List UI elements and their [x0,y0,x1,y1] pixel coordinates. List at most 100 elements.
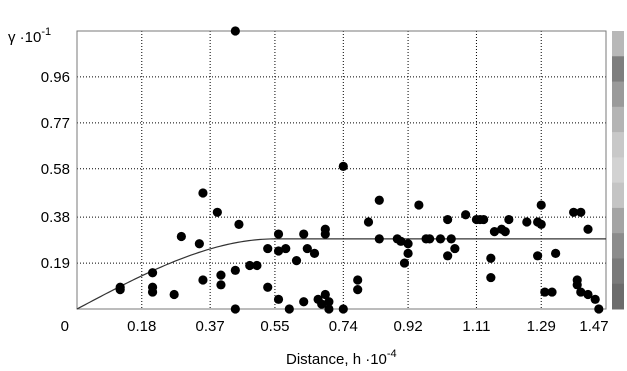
y-tick-label: 0.19 [41,255,70,272]
data-point [522,217,532,227]
colorbar-segment [612,31,624,57]
data-point [198,188,208,198]
data-point [212,207,222,217]
data-point [576,287,586,297]
data-point [115,285,125,295]
data-point [583,224,593,234]
y-axis-tick-labels: 0.19 0.38 0.58 0.77 0.96 [41,69,70,272]
data-point [374,195,384,205]
data-point [284,304,294,314]
x-axis-label-base: Distance, h ·10 [286,351,387,368]
colorbar-segment [612,81,624,108]
data-point [309,248,320,258]
data-point [486,253,496,263]
data-point [320,229,330,239]
data-point [403,239,413,249]
colorbar-segment [612,182,624,209]
data-point [324,304,334,314]
y-tick-label: 0.96 [41,69,70,86]
data-point [263,282,273,292]
x-tick-label: 0.74 [329,318,358,335]
data-point [583,289,593,300]
data-point [590,294,600,304]
data-point [443,251,453,261]
colorbar-segment [612,207,624,234]
colorbar-segment [612,157,624,184]
data-point [489,227,500,237]
data-point [536,200,546,210]
colorbar [612,31,624,310]
data-point [291,256,302,266]
y-axis-label: γ ·10-1 [8,26,51,46]
data-point [320,289,330,300]
y-axis-label-base: γ ·10 [8,29,41,46]
data-point [500,227,510,237]
data-point [396,236,406,246]
data-point [363,217,374,227]
colorbar-segment [612,56,624,83]
data-point [338,304,348,314]
data-points-layer [115,26,604,314]
data-point [273,229,284,239]
data-point [435,234,446,244]
colorbar-segment [612,233,624,259]
x-tick-label: 1.29 [527,318,556,335]
x-tick-label: 0.92 [393,318,422,335]
data-point [479,214,489,225]
data-point [216,270,226,280]
data-point [299,229,309,239]
data-point [216,280,226,290]
data-point [198,275,208,285]
colorbar-segment [612,106,624,133]
model-curve-layer [76,238,606,310]
data-point [230,26,240,36]
y-tick-label: 0.77 [41,115,70,132]
x-axis-label-exponent: -4 [387,348,397,360]
data-point [234,219,244,229]
variogram-model-curve [76,238,606,310]
data-point [317,299,327,309]
x-tick-label: 1.11 [462,318,490,335]
data-point [461,210,471,220]
data-point [353,275,363,285]
colorbar-segment [612,132,624,158]
data-point [252,260,262,271]
data-point [324,297,334,307]
data-point [443,214,453,225]
data-point [533,251,543,261]
data-point [572,280,582,290]
data-point [281,243,291,254]
data-point [414,200,424,210]
data-point [245,260,255,271]
data-point [551,248,561,258]
data-point [374,234,384,244]
data-point [540,287,550,297]
data-point [169,289,179,300]
x-tick-label: 1.47 [579,318,608,335]
data-point [194,239,204,249]
data-point [230,265,240,275]
y-tick-label: 0.58 [41,161,70,178]
y-tick-label: 0.38 [41,209,70,226]
x-tick-label: 0 [61,318,69,335]
data-point [299,297,309,307]
data-point [486,272,496,283]
data-point [399,258,410,268]
data-point [504,214,514,225]
data-point [450,243,460,254]
y-axis-label-exponent: -1 [41,26,51,38]
data-point [176,231,186,242]
data-point [273,294,284,304]
colorbar-segment [612,283,624,310]
data-point [425,234,435,244]
data-point [576,207,586,217]
x-axis-tick-labels: 0 0.18 0.37 0.55 0.74 0.92 1.11 1.29 1.47 [61,318,609,335]
x-tick-label: 0.55 [260,318,289,335]
data-point [353,285,363,295]
data-point [536,219,546,229]
data-point [547,287,557,297]
x-tick-label: 0.18 [127,318,156,335]
colorbar-segment [612,258,624,285]
